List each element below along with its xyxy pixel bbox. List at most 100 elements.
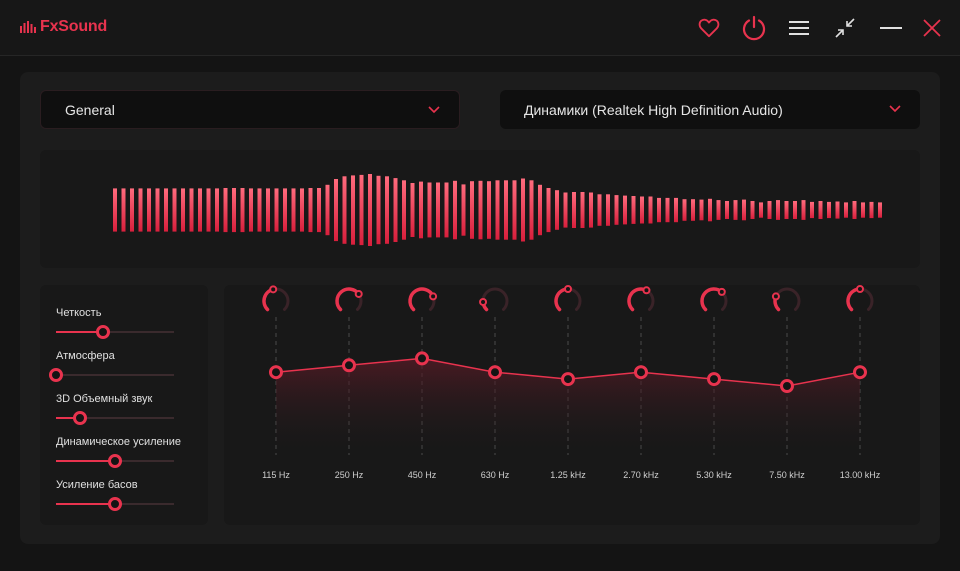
visualizer-bar: [359, 174, 364, 246]
eq-band-knob[interactable]: [625, 285, 657, 317]
eq-band-knob[interactable]: [552, 285, 584, 317]
app-title: FxSound: [40, 18, 108, 35]
visualizer-bar: [725, 201, 729, 219]
slider-thumb[interactable]: [108, 454, 122, 468]
menu-button[interactable]: [785, 14, 813, 42]
effect-label: 3D Объемный звук: [56, 393, 153, 405]
eq-band-handle[interactable]: [707, 372, 721, 387]
visualizer-bar: [232, 188, 236, 233]
effect-slider[interactable]: [56, 497, 174, 511]
effect-label: Усиление басов: [56, 479, 138, 491]
visualizer-bar: [504, 180, 508, 240]
knob-track: [481, 287, 509, 311]
eq-frequency-label: 5.30 kHz: [696, 470, 732, 480]
knob-value-arc: [408, 287, 435, 312]
slider-thumb[interactable]: [49, 368, 63, 382]
eq-band-knob[interactable]: [771, 285, 803, 317]
knob-indicator: [269, 285, 278, 294]
eq-frequency-label: 630 Hz: [480, 470, 510, 480]
visualizer-bar: [325, 184, 330, 236]
chevron-down-icon: [889, 105, 901, 113]
visualizer-bar: [776, 200, 780, 220]
visualizer-bar: [215, 188, 219, 232]
effect-slider[interactable]: [49, 368, 174, 382]
visualizer-bar: [113, 188, 117, 232]
equalizer-graph: [269, 317, 867, 455]
eq-band-handle[interactable]: [561, 372, 575, 387]
eq-band-handle[interactable]: [342, 358, 356, 373]
app-logo: FxSound: [20, 18, 107, 36]
slider-thumb[interactable]: [108, 497, 122, 511]
minimize-view-button[interactable]: [831, 14, 859, 42]
effect-label: Атмосфера: [56, 350, 115, 362]
visualizer-bar: [138, 188, 143, 232]
eq-band-knob[interactable]: [844, 285, 876, 317]
effect-label: Динамическое усиление: [56, 436, 181, 448]
slider-fill: [56, 331, 104, 333]
visualizer-bar: [393, 178, 398, 242]
visualizer-bar: [801, 200, 806, 220]
effect-control: Атмосфера: [49, 350, 176, 382]
eq-band-handle[interactable]: [780, 379, 794, 393]
eq-band-knob[interactable]: [479, 285, 511, 317]
visualizer-bar: [631, 196, 636, 224]
visualizer-bar: [206, 188, 211, 232]
audio-visualizer: [40, 150, 920, 268]
effect-slider[interactable]: [56, 454, 174, 468]
eq-band-knob[interactable]: [260, 285, 292, 317]
eq-band-knob[interactable]: [333, 285, 365, 317]
eq-band-handle[interactable]: [488, 365, 502, 380]
effect-control: Динамическое усиление: [56, 436, 181, 468]
visualizer-bar: [623, 195, 627, 225]
close-button[interactable]: [918, 14, 946, 42]
eq-band-knob[interactable]: [698, 285, 730, 317]
eq-frequency-label: 1.25 kHz: [550, 470, 586, 480]
visualizer-bar: [291, 188, 296, 232]
output-device-dropdown[interactable]: Динамики (Realtek High Definition Audio): [500, 90, 920, 129]
eq-band-handle[interactable]: [634, 365, 648, 380]
slider-fill: [56, 503, 115, 505]
eq-band-handle[interactable]: [415, 351, 429, 366]
effect-control: Усиление басов: [56, 479, 176, 511]
visualizer-bar: [563, 192, 568, 228]
visualizer-bar: [878, 202, 882, 218]
effect-slider[interactable]: [56, 411, 174, 425]
visualizer-bars: [113, 174, 882, 246]
slider-thumb[interactable]: [96, 325, 111, 339]
visualizer-bar: [784, 201, 789, 219]
visualizer-bar: [172, 188, 177, 232]
visualizer-bar: [521, 178, 525, 242]
visualizer-bar: [614, 195, 619, 225]
visualizer-bar: [742, 199, 746, 221]
slider-thumb[interactable]: [72, 411, 87, 425]
visualizer-bar: [759, 202, 763, 218]
visualizer-bar: [240, 188, 245, 233]
visualizer-bar: [750, 201, 755, 219]
visualizer-bar: [835, 201, 840, 219]
preset-dropdown[interactable]: General: [40, 90, 460, 129]
power-button[interactable]: [740, 14, 768, 42]
visualizer-bar: [708, 198, 712, 222]
eq-frequency-label: 450 Hz: [407, 470, 437, 480]
visualizer-bar: [419, 181, 423, 239]
eq-frequency-label: 7.50 kHz: [769, 470, 805, 480]
visualizer-bar: [827, 201, 831, 219]
visualizer-bar: [487, 181, 491, 239]
knob-indicator: [429, 292, 438, 301]
visualizer-bar: [198, 188, 202, 232]
knob-indicator: [354, 289, 363, 298]
slider-track: [56, 374, 174, 376]
visualizer-bar: [300, 188, 304, 232]
visualizer-bar: [861, 202, 865, 218]
eq-band-handle[interactable]: [853, 365, 867, 380]
slider-track: [56, 417, 174, 419]
effect-slider[interactable]: [56, 325, 174, 339]
minimize-button[interactable]: [877, 14, 905, 42]
visualizer-bar: [453, 180, 457, 240]
visualizer-bar: [351, 175, 355, 245]
favorite-button[interactable]: [695, 14, 723, 42]
fxsound-logo-icon: [20, 21, 36, 33]
visualizer-bar: [368, 174, 372, 246]
eq-band-knob[interactable]: [406, 285, 438, 317]
eq-band-handle[interactable]: [269, 365, 283, 380]
